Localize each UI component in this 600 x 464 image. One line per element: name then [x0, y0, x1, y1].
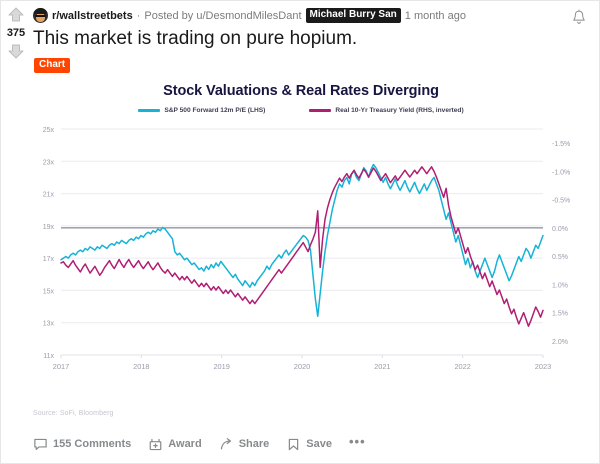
comments-label: 155 Comments [53, 438, 132, 450]
svg-text:0.0%: 0.0% [552, 226, 568, 233]
post-author[interactable]: Posted by u/DesmondMilesDant [144, 9, 302, 22]
svg-text:1.0%: 1.0% [552, 282, 568, 289]
notification-bell-icon[interactable] [571, 9, 587, 26]
svg-text:0.5%: 0.5% [552, 254, 568, 261]
legend-item-yield: Real 10-Yr Treasury Yield (RHS, inverted… [309, 107, 464, 114]
chart-source: Source: SoFi, Bloomberg [33, 410, 114, 417]
legend-label-pe: S&P 500 Forward 12m P/E (LHS) [164, 107, 266, 114]
comments-button[interactable]: 155 Comments [33, 437, 131, 452]
save-bookmark-icon [289, 438, 299, 450]
chart-image[interactable]: Stock Valuations & Real Rates Diverging … [19, 79, 583, 419]
post-flair-badge[interactable]: Chart [34, 58, 71, 73]
chart-svg: 11x 13x 15x 17x 19x 21x 23x 25x -1.5% -1.0% -0.5% 0… [43, 127, 571, 371]
legend-swatch-yield [309, 109, 332, 112]
upvote-arrow-icon[interactable] [6, 5, 26, 25]
svg-text:2021: 2021 [374, 362, 390, 371]
more-options-button[interactable]: ••• [348, 434, 366, 449]
svg-text:1.5%: 1.5% [552, 311, 568, 318]
share-button[interactable]: Share [219, 437, 270, 452]
post-title[interactable]: This market is trading on pure hopium. [33, 28, 358, 49]
legend-label-yield: Real 10-Yr Treasury Yield (RHS, inverted… [335, 107, 464, 114]
post-header: r/wallstreetbets · Posted by u/DesmondMi… [33, 8, 589, 23]
header-separator: · [136, 9, 141, 22]
post-timestamp: 1 month ago [404, 9, 466, 22]
award-button[interactable]: Award [148, 437, 202, 452]
subreddit-link[interactable]: r/wallstreetbets [52, 9, 133, 22]
legend-item-pe: S&P 500 Forward 12m P/E (LHS) [138, 107, 265, 114]
save-button[interactable]: Save [286, 437, 332, 452]
svg-text:2019: 2019 [213, 362, 229, 371]
legend-swatch-pe [138, 109, 161, 112]
svg-text:23x: 23x [43, 159, 55, 166]
save-label: Save [306, 438, 332, 450]
svg-text:17x: 17x [43, 256, 55, 263]
svg-text:21x: 21x [43, 192, 55, 199]
svg-text:2018: 2018 [133, 362, 149, 371]
comment-bubble-icon [34, 438, 47, 450]
svg-text:25x: 25x [43, 127, 55, 134]
chart-title: Stock Valuations & Real Rates Diverging [163, 83, 439, 99]
svg-text:-1.5%: -1.5% [552, 141, 570, 148]
svg-text:13x: 13x [43, 321, 55, 328]
svg-text:15x: 15x [43, 288, 55, 295]
share-arrow-icon [220, 437, 231, 449]
vote-rail: 375 [1, 5, 31, 61]
author-flair-badge: Michael Burry San [305, 8, 401, 23]
svg-text:19x: 19x [43, 224, 55, 231]
svg-text:2.0%: 2.0% [552, 339, 568, 346]
award-label: Award [168, 438, 202, 450]
subreddit-avatar[interactable] [33, 8, 48, 23]
downvote-arrow-icon[interactable] [6, 41, 26, 61]
vote-score: 375 [6, 27, 26, 39]
share-label: Share [238, 438, 270, 450]
post-action-bar: 155 Comments Award Share Save ••• [33, 435, 366, 453]
svg-text:2023: 2023 [535, 362, 551, 371]
award-gift-icon [149, 438, 162, 450]
svg-text:-1.0%: -1.0% [552, 169, 570, 176]
svg-text:11x: 11x [43, 353, 54, 360]
svg-text:2017: 2017 [53, 362, 69, 371]
chart-plot-area: 11x 13x 15x 17x 19x 21x 23x 25x -1.5% -1.0% -0.5% 0… [19, 123, 583, 385]
svg-text:2020: 2020 [294, 362, 310, 371]
svg-text:-0.5%: -0.5% [552, 198, 570, 205]
chart-legend: S&P 500 Forward 12m P/E (LHS) Real 10-Yr… [19, 107, 583, 114]
svg-text:2022: 2022 [454, 362, 470, 371]
